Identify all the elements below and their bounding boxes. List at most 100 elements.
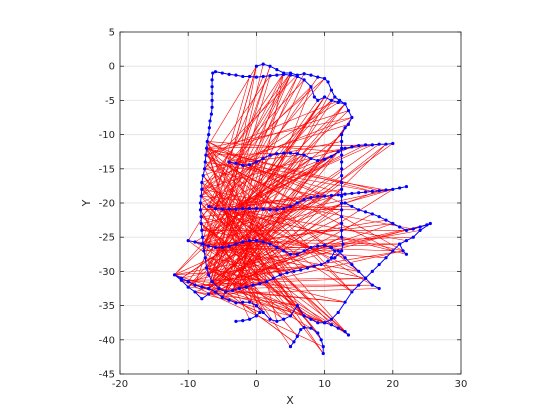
- trajectory-point: [404, 239, 409, 243]
- trajectory-point: [205, 146, 209, 150]
- trajectory-point: [227, 207, 231, 211]
- trajectory-point: [220, 245, 224, 250]
- trajectory-point: [370, 269, 374, 273]
- trajectory-point: [350, 262, 354, 267]
- y-tick-label: -20: [99, 199, 115, 210]
- y-tick-label: 5: [109, 28, 115, 39]
- trajectory-point: [234, 161, 238, 165]
- trajectory-point: [288, 252, 293, 256]
- trajectory-point: [346, 109, 351, 113]
- trajectory-point: [343, 201, 347, 205]
- trajectory-point: [346, 333, 351, 337]
- constraint-line: [222, 160, 319, 298]
- trajectory-point: [213, 70, 218, 74]
- trajectory-point: [241, 240, 245, 244]
- trajectory-point: [302, 197, 306, 202]
- constraint-line: [195, 277, 366, 286]
- trajectory-point: [333, 95, 337, 99]
- trajectory-point: [207, 204, 211, 209]
- trajectory-point: [363, 276, 368, 280]
- trajectory-point: [370, 143, 374, 147]
- constraint-line: [222, 66, 257, 248]
- trajectory-point: [350, 115, 354, 120]
- trajectory-point: [391, 221, 395, 226]
- trajectory-point: [268, 74, 272, 78]
- constraint-lines: [174, 64, 431, 354]
- trajectory-point: [268, 64, 272, 68]
- trajectory-point: [425, 223, 429, 227]
- trajectory-point: [404, 184, 409, 189]
- trajectory-point: [213, 206, 218, 211]
- constraint-line: [201, 189, 414, 230]
- trajectory-point: [288, 204, 293, 209]
- trajectory-point: [234, 73, 238, 77]
- trajectory-point: [254, 239, 258, 243]
- trajectory-point: [329, 193, 334, 198]
- trajectory-point: [203, 256, 207, 260]
- trajectory-point: [357, 283, 361, 287]
- trajectory-point: [326, 259, 330, 263]
- trajectory-point: [265, 280, 269, 284]
- trajectory-point: [329, 256, 334, 260]
- trajectory-point: [401, 249, 405, 253]
- trajectory-point: [186, 285, 190, 289]
- trajectory-point: [340, 167, 344, 171]
- trajectory-point: [336, 100, 340, 105]
- trajectory-point: [207, 286, 211, 291]
- trajectory-point: [247, 300, 252, 304]
- trajectory-point: [340, 174, 344, 178]
- trajectory-point: [411, 235, 415, 239]
- y-tick-label: -5: [105, 96, 115, 107]
- trajectory-point: [202, 249, 206, 253]
- trajectory-point: [193, 283, 197, 287]
- trajectory-point: [210, 280, 214, 284]
- constraint-line: [194, 291, 298, 306]
- constraint-line: [215, 72, 284, 209]
- trajectory-point: [186, 280, 190, 284]
- constraint-line: [206, 144, 373, 149]
- constraint-line: [222, 74, 291, 210]
- trajectory-point: [254, 206, 258, 211]
- trajectory-point: [275, 73, 279, 77]
- constraint-line: [222, 208, 291, 255]
- trajectory-point: [384, 256, 388, 260]
- trajectory-point: [220, 295, 224, 299]
- constraint-line: [174, 265, 315, 276]
- trajectory-point: [282, 72, 286, 77]
- trajectory-point: [340, 187, 344, 191]
- trajectory-point: [247, 317, 252, 321]
- trajectory-point: [316, 158, 320, 163]
- trajectory-point: [282, 151, 286, 155]
- trajectory-point: [237, 286, 241, 291]
- trajectory-point: [343, 126, 347, 130]
- constraint-line: [201, 216, 346, 259]
- trajectory-point: [210, 98, 214, 102]
- y-tick-label: -25: [99, 233, 115, 244]
- trajectory-point: [363, 210, 368, 214]
- trajectory-point: [299, 268, 303, 272]
- trajectory-point: [321, 351, 325, 356]
- trajectory-point: [234, 242, 238, 246]
- trajectory-point: [357, 208, 361, 212]
- constraint-line: [194, 291, 291, 317]
- trajectory-point: [261, 207, 265, 211]
- trajectory-point: [316, 331, 320, 335]
- constraint-line: [206, 148, 325, 197]
- trajectory-point: [319, 262, 323, 267]
- trajectory-point: [323, 321, 327, 325]
- y-tick-label: -35: [99, 301, 115, 312]
- constraint-line: [205, 100, 340, 156]
- constraint-line: [208, 245, 366, 279]
- trajectory-point: [207, 126, 211, 130]
- trajectory-point: [275, 245, 279, 250]
- trajectory-point: [295, 74, 299, 79]
- x-tick-label: -10: [180, 379, 196, 390]
- constraint-line: [205, 154, 353, 293]
- trajectory-point: [341, 242, 345, 246]
- trajectory-line: [290, 326, 324, 354]
- y-tick-label: -45: [99, 370, 115, 381]
- trajectory-point: [247, 206, 252, 211]
- trajectory-point: [340, 228, 344, 232]
- trajectory-point: [220, 71, 224, 75]
- trajectory-point: [234, 301, 238, 305]
